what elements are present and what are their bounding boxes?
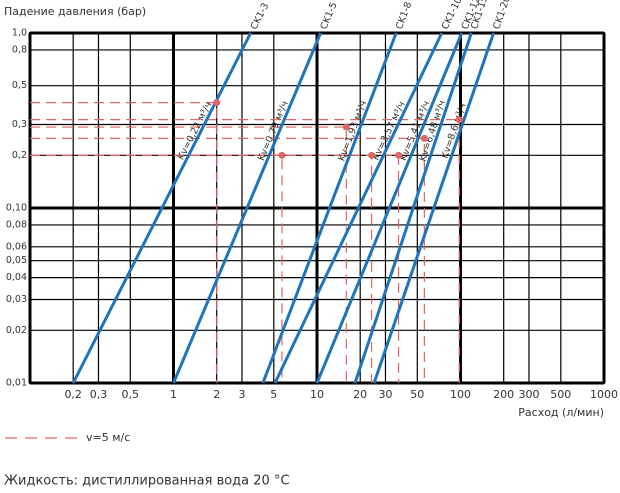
y-tick-label: 0,01	[6, 378, 27, 389]
series-name: CK1-3	[249, 1, 272, 31]
x-tick-label: 5	[270, 388, 277, 401]
series-line	[372, 32, 495, 384]
note: Жидкость: дистиллированная вода 20 °C	[4, 474, 290, 489]
series-line	[172, 32, 323, 384]
series-name: CK1-8	[394, 1, 414, 31]
y-tick-label: 0,06	[6, 241, 27, 252]
x-tick-label: 0,5	[122, 388, 140, 401]
x-tick-label: 300	[518, 388, 539, 401]
x-tick-label: 3	[238, 388, 245, 401]
y-tick-label: 0,10	[6, 203, 27, 214]
series-line	[71, 32, 253, 384]
x-tick-label: 20	[353, 388, 367, 401]
y-tick-label: 0,02	[6, 325, 27, 336]
guide-line	[30, 154, 373, 383]
x-tick-label: 2	[213, 388, 220, 401]
marker-point	[213, 99, 221, 107]
x-tick-label: 10	[310, 388, 324, 401]
marker-point	[420, 134, 428, 142]
x-axis-label: Расход (л/мин)	[518, 406, 604, 419]
legend-label: v=5 м/с	[86, 431, 130, 444]
x-tick-label: 0,3	[90, 388, 108, 401]
y-tick-label: 0,3	[12, 119, 27, 130]
marker-point	[368, 151, 376, 159]
x-tick-label: 100	[450, 388, 471, 401]
guide-line	[30, 126, 347, 383]
guide-line	[30, 154, 283, 383]
marker-point	[455, 116, 463, 124]
x-tick-label: 0,2	[64, 388, 82, 401]
y-tick-label: 0,2	[12, 150, 27, 161]
y-tick-label: 0,05	[6, 255, 27, 266]
y-tick-label: 1,0	[12, 28, 27, 39]
guide-line	[30, 154, 400, 383]
series-line	[273, 32, 444, 384]
y-tick-label: 0,5	[12, 80, 27, 91]
y-tick-label: 0,8	[12, 44, 27, 55]
guide-line	[30, 137, 425, 383]
series-kv-label: Kv=0,22 м³/ч	[176, 100, 215, 162]
x-tick-label: 1	[170, 388, 177, 401]
series-name: CK1-5	[319, 1, 340, 31]
series-line	[261, 32, 398, 384]
x-tick-label: 500	[550, 388, 571, 401]
x-tick-label: 30	[378, 388, 392, 401]
y-tick-label: 0,03	[6, 294, 27, 305]
series-name: CK1-20	[491, 0, 513, 31]
x-tick-label: 1000	[590, 388, 618, 401]
y-tick-label: 0,08	[6, 219, 27, 230]
series-line	[315, 32, 464, 384]
x-tick-label: 50	[410, 388, 424, 401]
y-tick-label: 0,04	[6, 272, 27, 283]
series-kv-label: Kv=1,93 м³/ч	[336, 99, 369, 163]
x-tick-label: 200	[493, 388, 514, 401]
series-line	[353, 32, 473, 384]
marker-point	[395, 151, 403, 159]
guide-line	[30, 102, 218, 383]
marker-point	[342, 123, 350, 131]
marker-point	[278, 151, 286, 159]
y-axis-label: Падение давления (бар)	[4, 5, 146, 18]
